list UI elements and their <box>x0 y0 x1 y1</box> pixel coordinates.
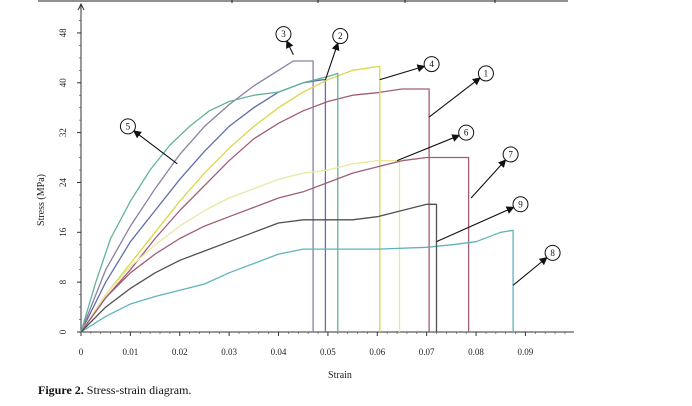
x-tick-label: 0.03 <box>221 347 237 357</box>
callout-circle-2 <box>332 28 349 45</box>
callout-arrow-3 <box>286 40 294 55</box>
callout-number-2: 2 <box>338 31 343 41</box>
series-line-4 <box>80 65 381 333</box>
series-line-1 <box>80 88 430 333</box>
series-layer <box>80 60 514 333</box>
callout-arrow-8 <box>512 256 548 286</box>
y-tick-label: 0 <box>58 329 68 334</box>
series-line-2 <box>80 79 327 333</box>
y-tick-label: 48 <box>58 28 68 38</box>
series-line-9 <box>80 203 438 333</box>
figure-caption-text: Stress-strain diagram. <box>83 383 192 397</box>
x-tick-label: 0.02 <box>172 347 188 357</box>
callout-circle-8 <box>544 244 561 261</box>
y-tick-label: 24 <box>58 177 68 187</box>
series-line-5 <box>80 72 339 333</box>
callout-arrow-1 <box>428 77 481 118</box>
callout-circle-3 <box>275 26 292 43</box>
callout-arrow-5 <box>133 130 178 165</box>
y-tick-label: 8 <box>58 279 68 284</box>
series-line-7 <box>80 156 470 333</box>
callout-arrow-4 <box>379 64 426 81</box>
series-line-8 <box>80 229 514 333</box>
callout-circle-6 <box>458 124 475 141</box>
y-tick-label: 40 <box>58 78 68 88</box>
figure-caption-label: Figure 2. <box>38 383 84 397</box>
callout-arrow-9 <box>436 206 515 243</box>
series-line-6 <box>80 160 401 333</box>
callout-circle-7 <box>502 146 519 163</box>
x-tick-label: 0 <box>79 347 84 357</box>
callout-number-7: 7 <box>508 149 513 159</box>
x-tick-label: 0.07 <box>419 347 435 357</box>
callout-circle-4 <box>423 56 440 73</box>
x-tick-label: 0.01 <box>123 347 139 357</box>
y-tick-label: 32 <box>58 128 68 137</box>
callout-circle-1 <box>477 65 494 82</box>
x-tick-label: 0.09 <box>518 347 534 357</box>
callout-layer: 1 2 3 4 5 6 7 8 9 <box>119 26 561 286</box>
callout-number-4: 4 <box>429 59 434 69</box>
callout-circle-9 <box>512 196 529 213</box>
callout-number-3: 3 <box>281 29 286 39</box>
y-axis-title: Stress (MPa) <box>36 174 47 226</box>
callout-arrow-7 <box>470 159 507 199</box>
x-axis-title: Strain <box>328 370 352 381</box>
x-tick-label: 0.05 <box>320 347 336 357</box>
callout-arrow-6 <box>396 134 461 162</box>
callout-number-5: 5 <box>126 121 131 131</box>
callout-number-8: 8 <box>550 248 555 258</box>
x-tick-label: 0.06 <box>369 347 385 357</box>
axes: 0 0.01 0.02 0.03 0.04 0.05 0.06 0.07 0.08 0.09081… <box>58 2 574 357</box>
figure-caption: Figure 2. Stress-strain diagram. <box>38 383 191 398</box>
series-line-3 <box>80 60 314 333</box>
callout-number-9: 9 <box>518 199 523 209</box>
y-tick-label: 16 <box>58 227 68 237</box>
callout-number-1: 1 <box>484 68 489 78</box>
callout-circle-5 <box>119 118 136 135</box>
x-tick-label: 0.08 <box>468 347 484 357</box>
x-tick-label: 0.04 <box>271 347 287 357</box>
callout-arrow-2 <box>324 42 340 80</box>
callout-number-6: 6 <box>464 128 469 138</box>
